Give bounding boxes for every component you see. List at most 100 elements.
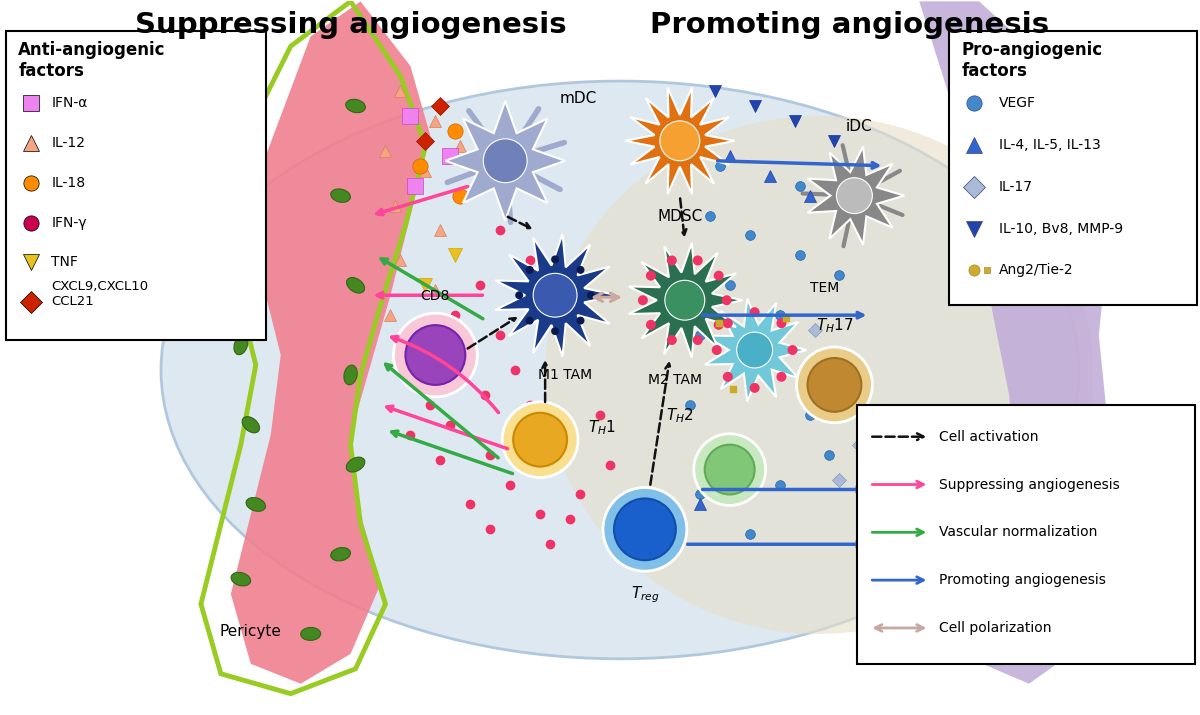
- Circle shape: [750, 307, 760, 317]
- Circle shape: [667, 335, 677, 345]
- Text: $T_H17$: $T_H17$: [816, 316, 853, 335]
- Text: Pericyte: Pericyte: [220, 624, 282, 639]
- Circle shape: [614, 498, 676, 561]
- Polygon shape: [808, 147, 905, 245]
- FancyBboxPatch shape: [858, 405, 1195, 664]
- Ellipse shape: [344, 365, 358, 385]
- Circle shape: [704, 445, 755, 495]
- Text: Cell polarization: Cell polarization: [940, 621, 1051, 635]
- Text: Suppressing angiogenesis: Suppressing angiogenesis: [134, 11, 566, 39]
- Circle shape: [515, 291, 523, 299]
- Circle shape: [587, 291, 595, 299]
- Polygon shape: [625, 87, 734, 194]
- Circle shape: [484, 139, 527, 182]
- Ellipse shape: [227, 248, 245, 263]
- Ellipse shape: [232, 572, 251, 586]
- Ellipse shape: [246, 498, 265, 511]
- Circle shape: [692, 335, 703, 345]
- Text: IL-4, IL-5, IL-13: IL-4, IL-5, IL-13: [1000, 138, 1100, 152]
- Text: VEGF: VEGF: [1000, 96, 1036, 110]
- Text: $T_H2$: $T_H2$: [666, 406, 694, 425]
- Polygon shape: [629, 243, 743, 358]
- Circle shape: [503, 402, 578, 478]
- Circle shape: [551, 327, 559, 335]
- Circle shape: [576, 317, 584, 325]
- Circle shape: [776, 372, 786, 382]
- Circle shape: [514, 413, 568, 467]
- Text: IL-17: IL-17: [1000, 179, 1033, 194]
- Text: Suppressing angiogenesis: Suppressing angiogenesis: [940, 478, 1120, 491]
- Text: CXCL9,CXCL10
CCL21: CXCL9,CXCL10 CCL21: [52, 280, 149, 308]
- Ellipse shape: [161, 81, 1079, 659]
- Circle shape: [638, 295, 648, 305]
- Circle shape: [394, 313, 478, 397]
- Circle shape: [602, 488, 686, 571]
- Text: Vascular normalization: Vascular normalization: [940, 526, 1098, 539]
- Circle shape: [722, 318, 733, 328]
- Polygon shape: [496, 234, 617, 357]
- Polygon shape: [919, 1, 1129, 684]
- Polygon shape: [704, 299, 806, 401]
- Text: IL-10, Bv8, MMP-9: IL-10, Bv8, MMP-9: [1000, 222, 1123, 235]
- Text: Ang2/Tie-2: Ang2/Tie-2: [1000, 263, 1074, 277]
- Ellipse shape: [234, 335, 247, 355]
- Circle shape: [797, 347, 872, 423]
- Circle shape: [750, 383, 760, 393]
- Circle shape: [808, 358, 862, 412]
- FancyBboxPatch shape: [949, 31, 1196, 305]
- Text: mDC: mDC: [560, 91, 598, 106]
- Circle shape: [665, 280, 704, 320]
- Text: Pro-angiogenic
factors: Pro-angiogenic factors: [961, 41, 1103, 80]
- Circle shape: [660, 121, 700, 161]
- Text: CD8: CD8: [421, 289, 450, 303]
- Circle shape: [406, 325, 466, 385]
- Circle shape: [646, 271, 656, 280]
- Circle shape: [694, 434, 766, 506]
- Circle shape: [787, 345, 798, 355]
- Circle shape: [646, 320, 656, 330]
- Ellipse shape: [545, 116, 1094, 634]
- Text: Anti-angiogenic
factors: Anti-angiogenic factors: [18, 41, 166, 80]
- Text: TEM: TEM: [810, 281, 839, 295]
- Text: Cell activation: Cell activation: [940, 430, 1039, 444]
- Text: TNF: TNF: [52, 255, 78, 270]
- Circle shape: [526, 266, 534, 274]
- Text: MDSC: MDSC: [658, 209, 702, 224]
- Circle shape: [667, 255, 677, 265]
- Text: iDC: iDC: [846, 119, 872, 134]
- Ellipse shape: [301, 628, 320, 641]
- Circle shape: [721, 295, 732, 305]
- Ellipse shape: [347, 277, 365, 293]
- Circle shape: [576, 266, 584, 274]
- Text: IL-18: IL-18: [52, 176, 85, 189]
- Polygon shape: [445, 101, 565, 220]
- Ellipse shape: [346, 99, 366, 113]
- Circle shape: [776, 318, 786, 328]
- Circle shape: [533, 273, 577, 317]
- Text: IFN-γ: IFN-γ: [52, 215, 86, 230]
- Ellipse shape: [347, 457, 365, 472]
- Circle shape: [692, 255, 703, 265]
- Text: M1 TAM: M1 TAM: [538, 368, 592, 382]
- FancyBboxPatch shape: [6, 31, 265, 340]
- Text: Promoting angiogenesis: Promoting angiogenesis: [940, 573, 1106, 587]
- Polygon shape: [230, 1, 431, 684]
- Circle shape: [712, 345, 721, 355]
- Text: IL-12: IL-12: [52, 136, 85, 150]
- Text: $T_H1$: $T_H1$: [588, 418, 616, 437]
- Circle shape: [714, 271, 724, 280]
- Circle shape: [526, 317, 534, 325]
- Circle shape: [722, 372, 733, 382]
- Text: IFN-α: IFN-α: [52, 96, 88, 110]
- Ellipse shape: [242, 417, 259, 433]
- Circle shape: [551, 255, 559, 263]
- Circle shape: [737, 332, 773, 368]
- Text: $T_{reg}$: $T_{reg}$: [630, 584, 659, 605]
- Ellipse shape: [241, 129, 260, 142]
- Ellipse shape: [331, 189, 350, 202]
- Ellipse shape: [331, 548, 350, 561]
- Circle shape: [836, 178, 872, 214]
- Circle shape: [714, 320, 724, 330]
- Text: M2 TAM: M2 TAM: [648, 373, 702, 387]
- Text: Promoting angiogenesis: Promoting angiogenesis: [650, 11, 1049, 39]
